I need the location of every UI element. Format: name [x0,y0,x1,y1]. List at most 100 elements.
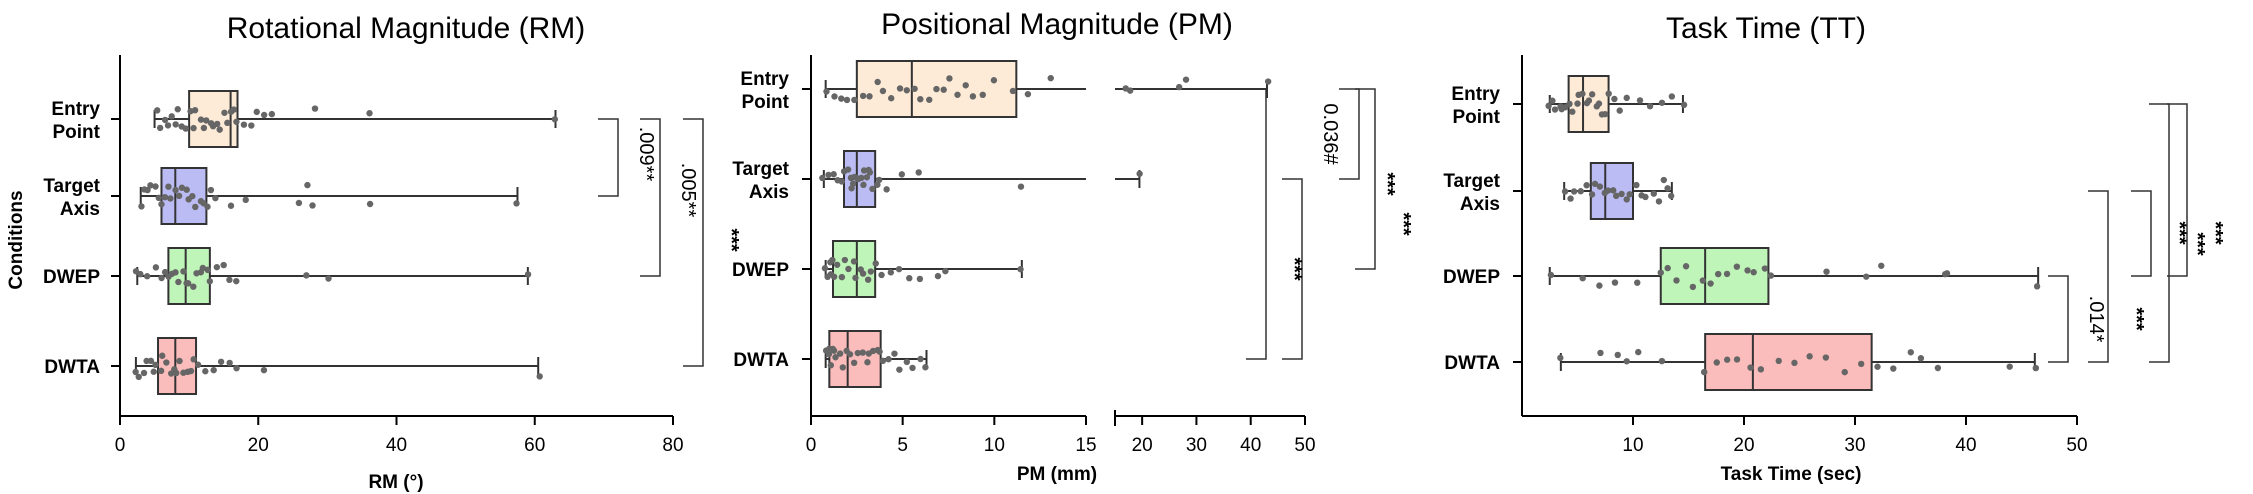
data-point [1733,263,1741,270]
data-point [253,108,260,116]
box-dwta [1704,333,1873,391]
chart-title: Task Time (TT) [1666,12,1866,45]
data-point [823,88,830,95]
data-point [536,373,543,380]
category-label-dwta: DWTA [733,350,789,371]
data-point [1588,91,1596,98]
data-point [217,358,225,365]
data-point [841,256,849,264]
data-point [1601,110,1609,118]
data-point [1614,351,1621,359]
significance-bracket-1 [640,118,661,277]
data-point [838,273,846,281]
data-point [366,110,373,117]
category-label-target-axis: Target Axis [1443,171,1500,215]
data-point [1667,192,1675,200]
data-point [859,349,866,356]
data-point [175,278,182,286]
x-tick-label: 50 [1294,435,1315,456]
data-point [1874,363,1881,370]
data-point [879,87,887,95]
data-point [831,93,838,100]
significance-label-1: .005** [677,163,699,218]
data-point [1713,359,1720,366]
data-point [903,358,911,366]
significance-label-2: *** [1392,212,1414,236]
data-point [156,124,164,132]
data-point [1570,188,1578,195]
significance-label-2: *** [2168,221,2190,245]
data-point [248,122,255,129]
data-point [1545,102,1552,110]
data-point [854,349,861,357]
data-point [849,180,857,187]
data-point [839,364,846,371]
significance-label-2: *** [720,228,742,252]
data-point [1047,74,1054,82]
data-point [872,260,879,267]
significance-bracket-4 [2167,103,2188,277]
data-point [1597,349,1604,357]
data-point [140,369,148,377]
x-tick-label: 50 [2066,435,2087,456]
data-point [1635,348,1642,356]
data-point [233,277,240,285]
data-point [1136,170,1143,177]
data-point [192,203,199,211]
data-point [197,116,205,123]
data-point [191,106,199,114]
data-point [1791,359,1798,367]
data-point [182,125,189,132]
data-point [846,351,854,358]
data-point [1673,277,1680,284]
y-axis-label: Conditions [6,190,27,289]
data-point [1823,268,1830,275]
data-point [214,120,221,128]
data-point [220,261,227,269]
x-tick-label: 20 [1132,435,1153,456]
data-point [946,75,953,82]
data-point [226,276,233,284]
data-point [173,369,180,377]
data-point [933,85,940,93]
x-tick-label: 10 [984,435,1005,456]
data-point [226,359,233,367]
data-point [990,77,998,84]
data-point [1658,99,1666,106]
data-point [896,366,903,373]
data-point [311,105,319,112]
data-point [152,361,159,369]
data-point [922,364,929,371]
data-point [172,269,179,276]
data-point [260,111,268,119]
box-entry-point [188,90,239,148]
box-target-axis [160,167,208,225]
significance-label-4: *** [2204,221,2226,245]
data-point [202,368,209,375]
data-point [1569,108,1576,115]
category-label-line: Entry [740,69,789,90]
data-point [903,87,910,94]
data-point [216,126,223,133]
category-label-line: Point [742,92,790,113]
data-point [185,280,192,287]
data-point [167,195,174,202]
data-point [551,116,559,123]
x-tick-label: 10 [1622,435,1643,456]
data-point [906,274,913,282]
data-point [916,275,924,283]
data-point [1733,356,1741,363]
data-point [1761,265,1769,272]
data-point [1583,182,1590,189]
x-tick-label: 40 [1955,435,1976,456]
data-point [157,367,165,375]
category-label-line: Target [43,176,100,197]
data-point [1577,188,1584,195]
data-point [1757,366,1765,373]
data-point [147,357,155,365]
data-point [866,93,873,100]
x-tick-label: 40 [386,435,407,456]
data-point [864,276,872,283]
data-point [1822,354,1830,361]
data-point [199,264,207,272]
